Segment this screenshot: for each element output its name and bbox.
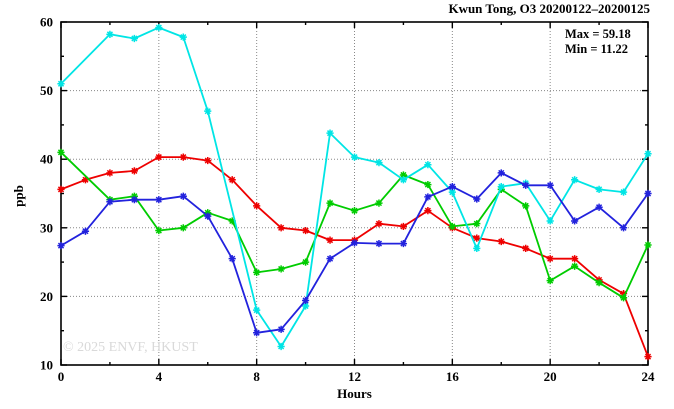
svg-text:40: 40 [40, 152, 53, 167]
x-axis-label: Hours [337, 386, 372, 401]
svg-text:4: 4 [156, 369, 163, 384]
svg-text:12: 12 [348, 369, 361, 384]
max-value-label: Max = 59.18 [565, 27, 631, 41]
svg-text:10: 10 [40, 358, 53, 373]
svg-text:24: 24 [642, 369, 656, 384]
svg-text:8: 8 [253, 369, 260, 384]
y-axis-label: ppb [11, 185, 26, 207]
chart-title: Kwun Tong, O3 20200122–20200125 [448, 1, 650, 16]
svg-text:60: 60 [40, 15, 53, 30]
svg-text:50: 50 [40, 83, 53, 98]
svg-text:16: 16 [446, 369, 460, 384]
min-value-label: Min = 11.22 [565, 42, 629, 56]
svg-text:20: 20 [40, 289, 53, 304]
watermark: © 2025 ENVF, HKUST [63, 340, 198, 355]
svg-text:30: 30 [40, 220, 53, 235]
svg-text:20: 20 [544, 369, 557, 384]
max-min-annotation: Max = 59.18 Min = 11.22 [565, 27, 631, 57]
svg-text:0: 0 [58, 369, 65, 384]
